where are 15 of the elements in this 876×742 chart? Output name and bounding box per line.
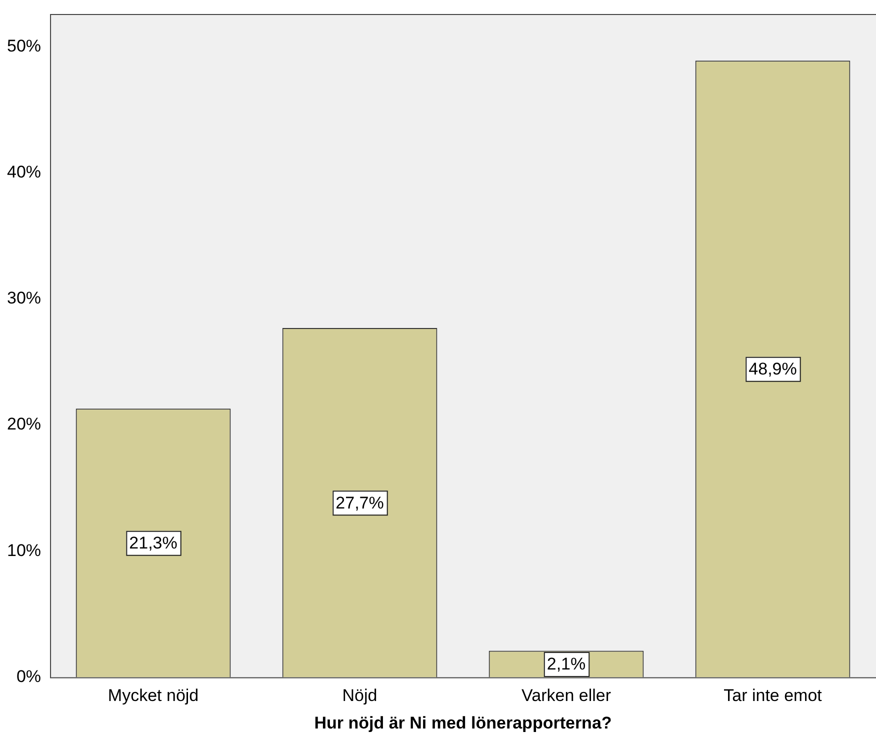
x-axis-title: Hur nöjd är Ni med lönerapporterna? [314, 713, 612, 732]
data-label: 21,3% [129, 534, 178, 553]
x-tick-label: Varken eller [522, 686, 612, 706]
y-tick-label: 30% [6, 288, 42, 308]
y-tick-label: 0% [16, 666, 42, 686]
x-tick-label: Mycket nöjd [108, 686, 199, 706]
x-tick-label: Tar inte emot [724, 686, 822, 706]
data-label: 27,7% [336, 493, 384, 512]
y-tick-label: 50% [6, 36, 42, 56]
y-tick-label: 40% [6, 162, 42, 182]
y-tick-label: 10% [6, 540, 42, 560]
x-tick-label: Nöjd [342, 686, 378, 706]
y-tick-label: 20% [6, 414, 42, 434]
data-label: 2,1% [546, 654, 586, 674]
data-label: 48,9% [748, 360, 797, 379]
